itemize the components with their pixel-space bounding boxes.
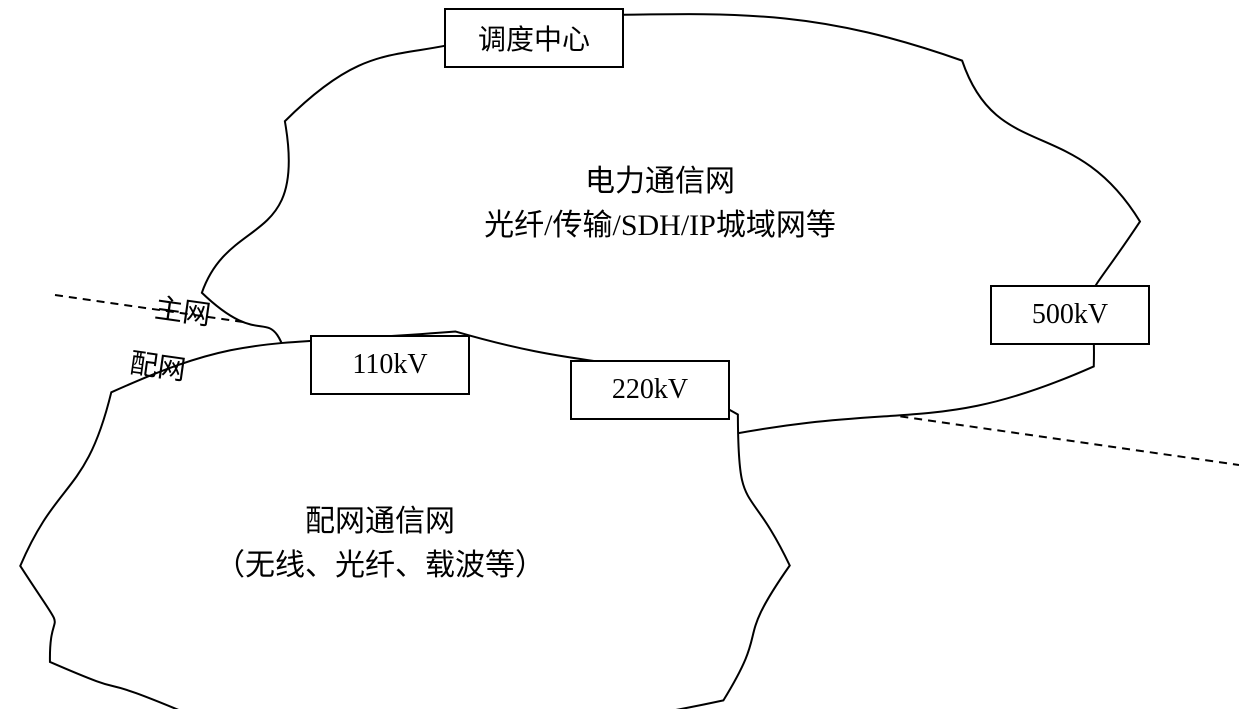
lower-cloud-label: 配网通信网（无线、光纤、载波等） [215, 496, 545, 584]
kv220-box: 220kV [570, 360, 730, 420]
diagram-canvas: 电力通信网光纤/传输/SDH/IP城域网等 配网通信网（无线、光纤、载波等） 调… [0, 0, 1239, 709]
dispatch-center-box: 调度中心 [444, 8, 624, 68]
kv110-box: 110kV [310, 335, 470, 395]
kv500-label: 500kV [1032, 299, 1108, 331]
dispatch-center-label: 调度中心 [478, 18, 590, 58]
dist-net-label: 配网 [127, 341, 188, 388]
main-net-label: 主网 [152, 286, 213, 333]
kv110-label: 110kV [352, 349, 427, 381]
upper-cloud-label: 电力通信网光纤/传输/SDH/IP城域网等 [484, 156, 836, 244]
kv500-box: 500kV [990, 285, 1150, 345]
kv220-label: 220kV [612, 374, 688, 406]
